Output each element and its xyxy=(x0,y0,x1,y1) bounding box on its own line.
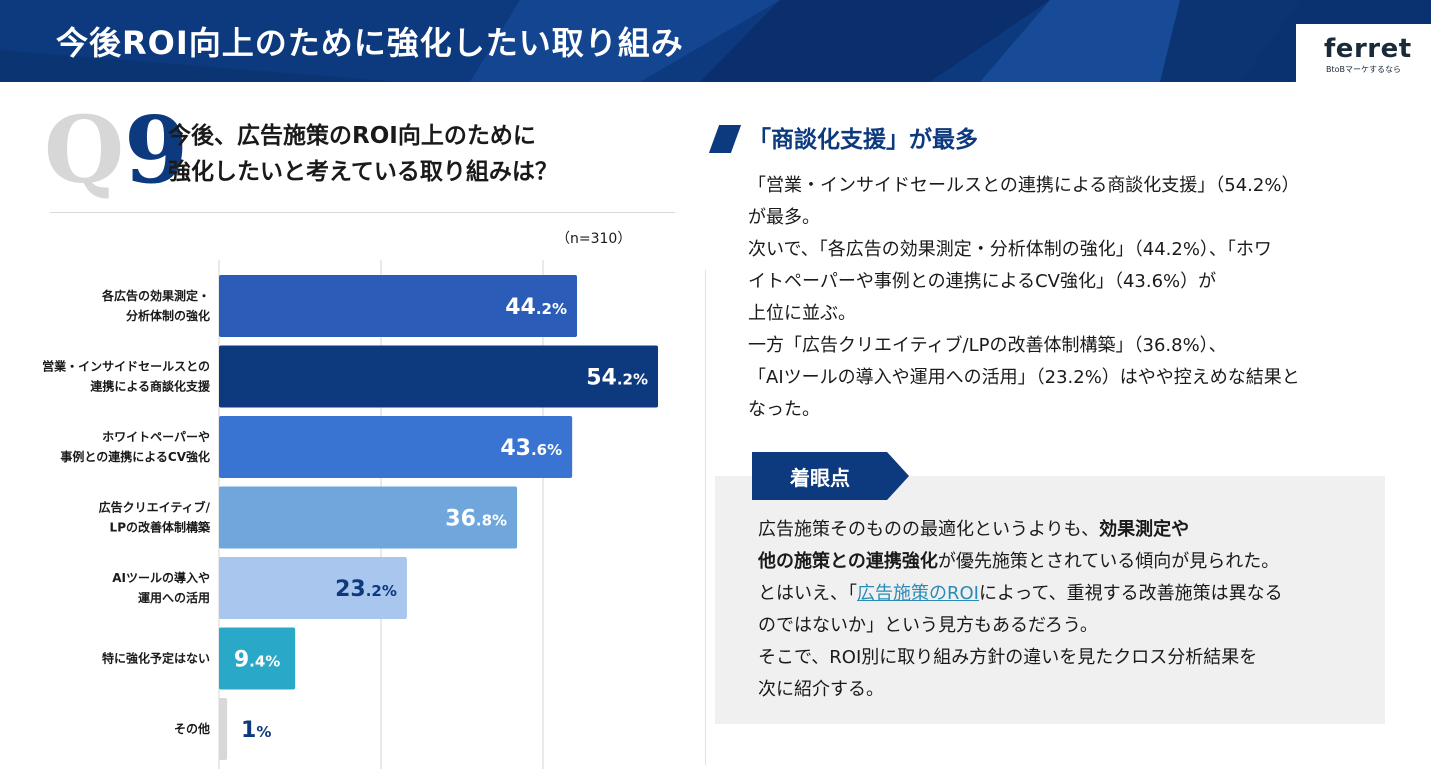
category-label: 営業・インサイドセールスとの xyxy=(42,359,210,374)
summary-line: なった。 xyxy=(748,399,820,420)
value-label: 1% xyxy=(241,718,271,743)
logo-tagline: BtoBマーケするなら xyxy=(1326,65,1402,74)
bar xyxy=(219,627,296,690)
category-label: その他 xyxy=(174,721,210,736)
value-label: 36.8% xyxy=(445,507,507,532)
category-label: AIツールの導入や xyxy=(112,570,210,585)
category-label: 連携による商談化支援 xyxy=(90,379,211,394)
summary-line: 「AIツールの導入や運用への活用」（23.2%）はやや控えめな結果と xyxy=(748,367,1300,388)
sample-size: （n=310） xyxy=(556,231,632,247)
category-label: 運用への活用 xyxy=(138,590,210,605)
question-digit: 9 xyxy=(124,96,189,204)
value-label: 9.4% xyxy=(234,648,280,673)
insight-line-5: そこで、ROI別に取り組み方針の違いを見たクロス分析結果を xyxy=(758,647,1258,668)
headline-accent xyxy=(708,125,742,153)
headline: 「商談化支援」が最多 xyxy=(748,127,978,153)
insight-line-3: とはいえ、「広告施策のROIによって、重視する改善施策は異なる xyxy=(758,583,1283,604)
question-divider xyxy=(50,212,675,213)
summary-line: 一方「広告クリエイティブ/LPの改善体制構築」（36.8%）、 xyxy=(748,335,1227,356)
question-text: 今後、広告施策のROI向上のために 強化したいと考えている取り組みは？ xyxy=(168,118,558,190)
question-q-letter: Q xyxy=(44,96,125,204)
category-label: ホワイトペーパーや xyxy=(102,430,210,444)
question-number: Q9 xyxy=(44,104,188,196)
insight-line-2: 他の施策との連携強化が優先施策とされている傾向が見られた。 xyxy=(758,551,1280,572)
bar-chart: 各広告の効果測定・分析体制の強化 44.2% 営業・インサイドセールスとの連携による… xyxy=(42,260,659,769)
insight-line-6: 次に紹介する。 xyxy=(758,679,884,700)
question-line-2: 強化したいと考えている取り組みは？ xyxy=(168,159,558,185)
header-banner: 今後ROI向上のために強化したい取り組み xyxy=(0,0,1431,82)
category-label: LPの改善体制構築 xyxy=(110,520,211,535)
value-label: 44.2% xyxy=(505,295,567,320)
bar xyxy=(219,698,228,760)
category-label: 各広告の効果測定・ xyxy=(101,288,210,303)
logo-wordmark: ferret xyxy=(1324,34,1412,64)
category-label: 事例との連携によるCV強化 xyxy=(60,449,210,464)
roi-link[interactable]: 広告施策のROI xyxy=(857,583,979,604)
category-label: 広告クリエイティブ/ xyxy=(99,500,211,515)
bar xyxy=(219,557,407,619)
header-pattern xyxy=(0,0,1431,82)
question-line-1: 今後、広告施策のROI向上のために xyxy=(168,123,536,149)
summary-line: が最多。 xyxy=(748,207,820,228)
value-label: 54.2% xyxy=(586,366,648,391)
bar xyxy=(219,345,659,408)
summary-line: イトペーパーや事例との連携によるCV強化」（43.6%）が xyxy=(748,271,1217,292)
value-label: 23.2% xyxy=(335,577,397,602)
summary-line: 次いで、「各広告の効果測定・分析体制の強化」（44.2%）、「ホワ xyxy=(748,239,1272,260)
insight-body: 広告施策そのものの最適化というよりも、効果測定や 他の施策との連携強化が優先施策… xyxy=(758,514,1378,706)
summary-text: 「営業・インサイドセールスとの連携による商談化支援」（54.2%） が最多。次いで… xyxy=(748,170,1388,426)
category-label: 分析体制の強化 xyxy=(126,308,210,323)
insight-line-1: 広告施策そのものの最適化というよりも、効果測定や xyxy=(758,519,1190,540)
bar xyxy=(219,486,518,549)
category-label: 特に強化予定はない xyxy=(102,651,210,666)
insight-tag-label: 着眼点 xyxy=(790,466,850,490)
value-label: 43.6% xyxy=(500,436,562,461)
insight-panel xyxy=(715,476,1385,724)
bar xyxy=(219,275,578,337)
summary-line: 上位に並ぶ。 xyxy=(748,303,856,324)
insight-line-4: のではないか」という見方もあるだろう。 xyxy=(758,615,1098,636)
bar xyxy=(219,416,573,478)
page-title: 今後ROI向上のために強化したい取り組み xyxy=(56,24,684,62)
insight-tag: 着眼点 xyxy=(752,452,909,500)
column-divider xyxy=(705,270,706,765)
summary-line: 「営業・インサイドセールスとの連携による商談化支援」（54.2%） xyxy=(748,175,1300,196)
brand-logo[interactable]: ferret BtoBマーケするなら xyxy=(1296,24,1431,82)
